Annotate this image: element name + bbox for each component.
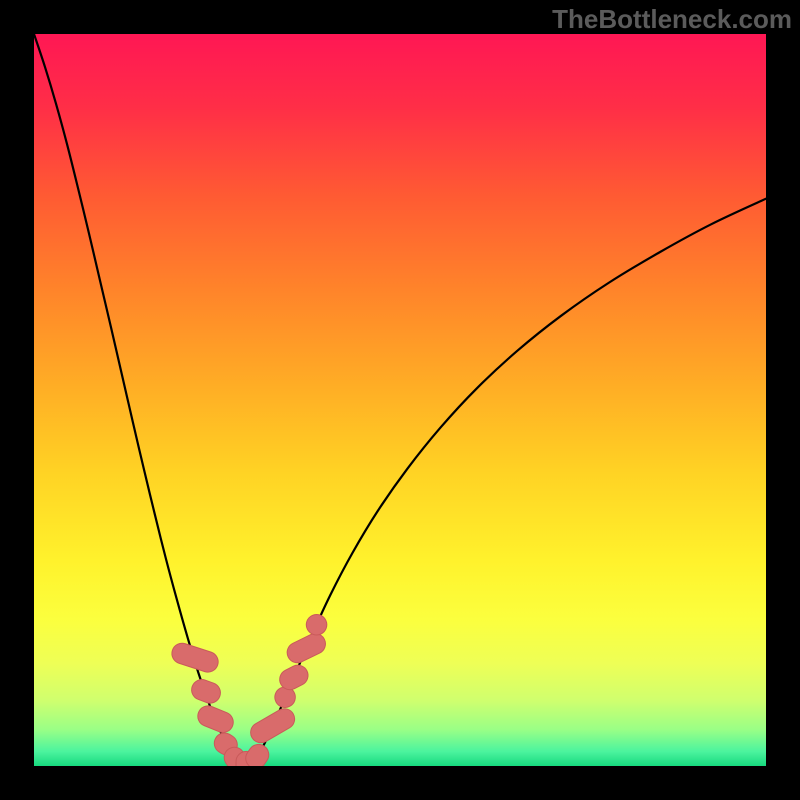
- chart-frame: [0, 0, 800, 800]
- gradient-background: [34, 34, 766, 766]
- watermark-text: TheBottleneck.com: [552, 4, 792, 35]
- plot-area: [34, 34, 766, 766]
